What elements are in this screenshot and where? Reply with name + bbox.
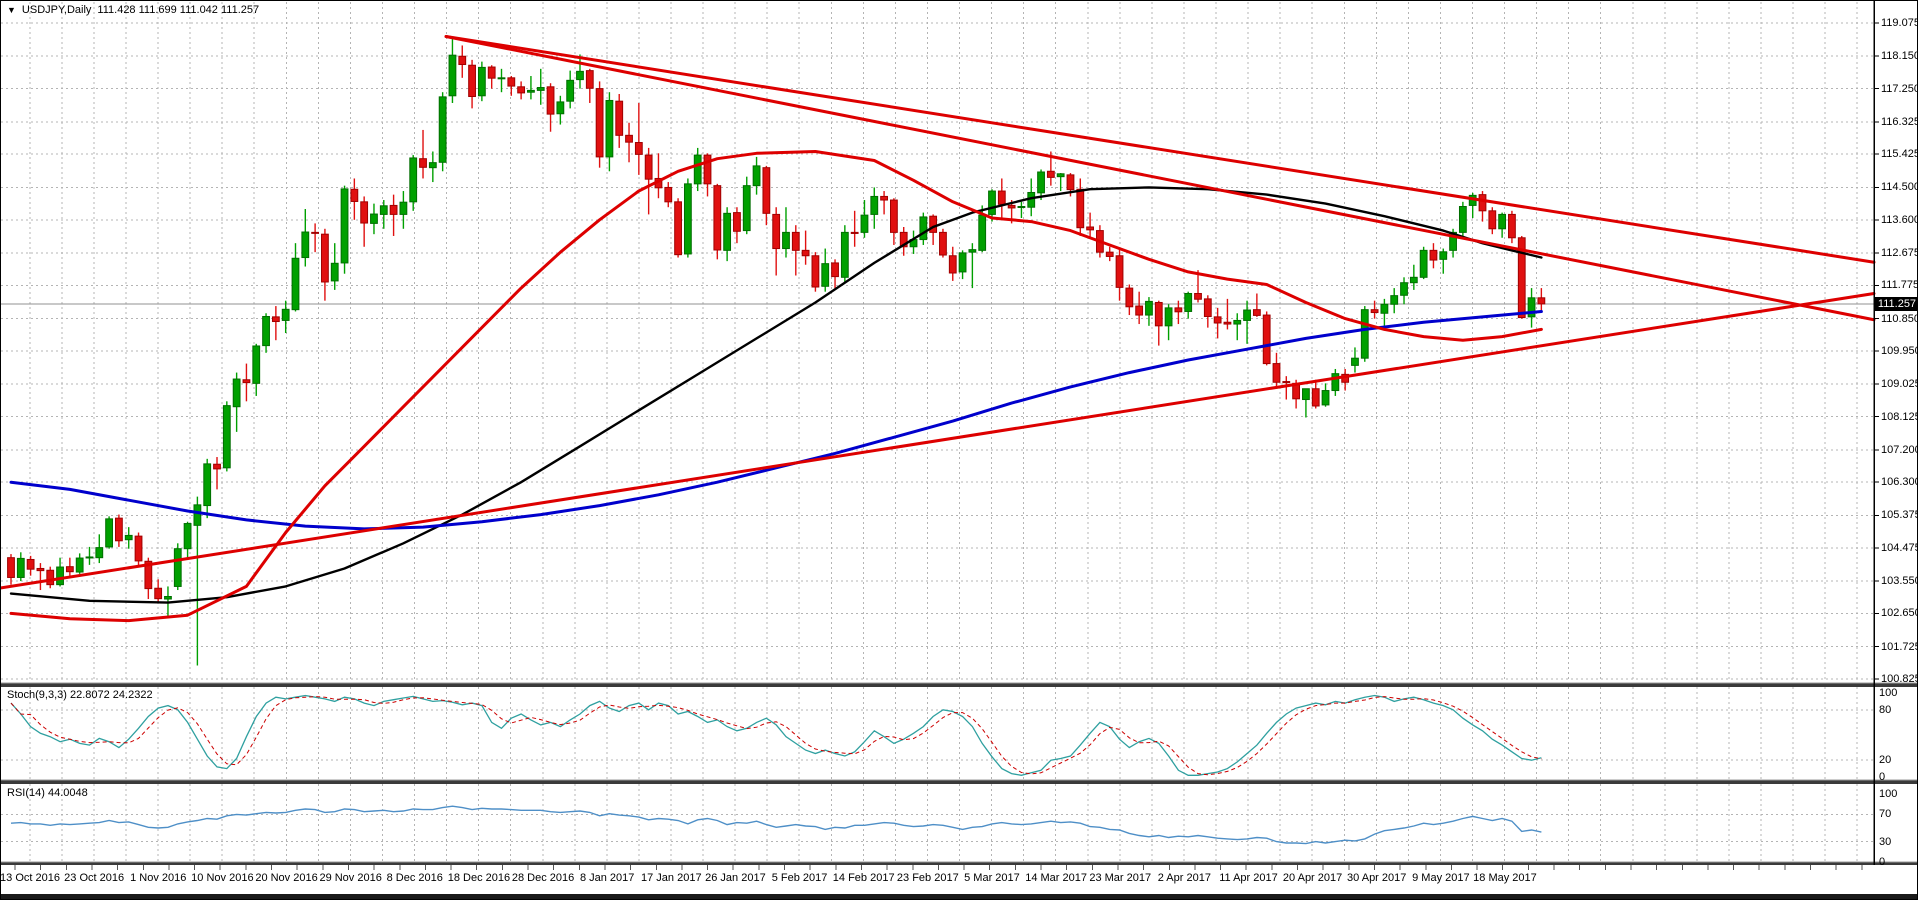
time-axis-label: 23 Mar 2017 bbox=[1089, 872, 1152, 884]
time-axis-label: 5 Feb 2017 bbox=[771, 872, 828, 884]
time-axis-label: 23 Oct 2016 bbox=[64, 872, 125, 884]
time-axis-label: 2 Apr 2017 bbox=[1157, 872, 1211, 884]
rsi-indicator-label: RSI(14) 44.0048 bbox=[7, 787, 88, 799]
price-axis-label: 101.725 bbox=[1881, 640, 1918, 653]
time-axis-label: 8 Dec 2016 bbox=[386, 872, 443, 884]
time-axis-label: 18 May 2017 bbox=[1473, 872, 1537, 884]
rsi-axis-label: 70 bbox=[1879, 808, 1892, 821]
price-axis-label: 102.650 bbox=[1881, 607, 1918, 620]
price-axis-label: 108.125 bbox=[1881, 410, 1918, 423]
time-axis-label: 11 Apr 2017 bbox=[1219, 872, 1278, 884]
price-axis-label: 110.850 bbox=[1881, 312, 1918, 325]
price-axis-label: 106.300 bbox=[1881, 476, 1918, 489]
time-axis-label: 23 Feb 2017 bbox=[896, 872, 959, 884]
price-axis-label: 111.775 bbox=[1881, 279, 1918, 292]
rsi-axis-label: 0 bbox=[1879, 856, 1886, 868]
time-axis-label: 5 Mar 2017 bbox=[964, 872, 1020, 884]
price-axis-label: 100.825 bbox=[1881, 673, 1918, 685]
time-axis-label: 20 Apr 2017 bbox=[1282, 872, 1343, 884]
rsi-axis-label: 30 bbox=[1879, 835, 1892, 848]
time-axis-label: 13 Oct 2016 bbox=[0, 872, 60, 884]
time-axis-label: 14 Mar 2017 bbox=[1025, 872, 1087, 884]
symbol-dropdown-icon[interactable]: ▼ bbox=[7, 4, 16, 15]
time-axis-label: 18 Dec 2016 bbox=[447, 872, 511, 884]
time-axis-label: 30 Apr 2017 bbox=[1347, 872, 1407, 884]
time-axis-label: 8 Jan 2017 bbox=[579, 872, 635, 884]
rsi-axis-label: 100 bbox=[1879, 788, 1898, 800]
time-axis-label: 20 Nov 2016 bbox=[255, 872, 318, 884]
time-axis-label: 26 Jan 2017 bbox=[705, 872, 766, 884]
price-axis-label: 118.150 bbox=[1881, 50, 1918, 63]
time-axis-label: 1 Nov 2016 bbox=[130, 872, 187, 884]
price-axis-label: 105.375 bbox=[1881, 509, 1918, 522]
stoch-axis-label: 100 bbox=[1879, 687, 1898, 699]
price-axis-label: 113.600 bbox=[1881, 213, 1918, 226]
price-axis-label: 112.675 bbox=[1881, 247, 1918, 260]
price-axis-label: 107.200 bbox=[1881, 443, 1918, 456]
price-axis-label: 103.550 bbox=[1881, 575, 1918, 588]
price-axis-label: 116.325 bbox=[1881, 115, 1918, 128]
time-axis-label: 29 Nov 2016 bbox=[319, 872, 382, 884]
chart-title: ▼ USDJPY,Daily 111.428 111.699 111.042 1… bbox=[7, 4, 259, 16]
price-axis-label: 104.475 bbox=[1881, 541, 1918, 554]
time-axis-label: 14 Feb 2017 bbox=[832, 872, 895, 884]
current-price-badge: 111.257 bbox=[1875, 297, 1917, 312]
stoch-axis-label: 0 bbox=[1879, 771, 1886, 783]
price-axis-label: 117.250 bbox=[1881, 82, 1918, 95]
price-axis-label: 115.425 bbox=[1881, 148, 1918, 161]
price-axis-label: 109.950 bbox=[1881, 345, 1918, 357]
stoch-axis-label: 80 bbox=[1879, 703, 1892, 716]
symbol-timeframe-label: USDJPY,Daily bbox=[21, 4, 92, 16]
price-axis-label: 119.075 bbox=[1881, 17, 1918, 29]
time-axis-label: 28 Dec 2016 bbox=[511, 872, 575, 884]
stoch-axis-label: 20 bbox=[1879, 754, 1892, 767]
stoch-indicator-label: Stoch(9,3,3) 22.8072 24.2322 bbox=[7, 689, 153, 701]
price-axis-label: 114.500 bbox=[1881, 181, 1918, 194]
time-axis-label: 9 May 2017 bbox=[1412, 872, 1470, 884]
price-axis-label: 109.025 bbox=[1881, 378, 1918, 391]
time-axis-label: 10 Nov 2016 bbox=[191, 872, 254, 884]
ohlc-values: 111.428 111.699 111.042 111.257 bbox=[97, 4, 260, 16]
time-axis-label: 17 Jan 2017 bbox=[641, 872, 702, 884]
